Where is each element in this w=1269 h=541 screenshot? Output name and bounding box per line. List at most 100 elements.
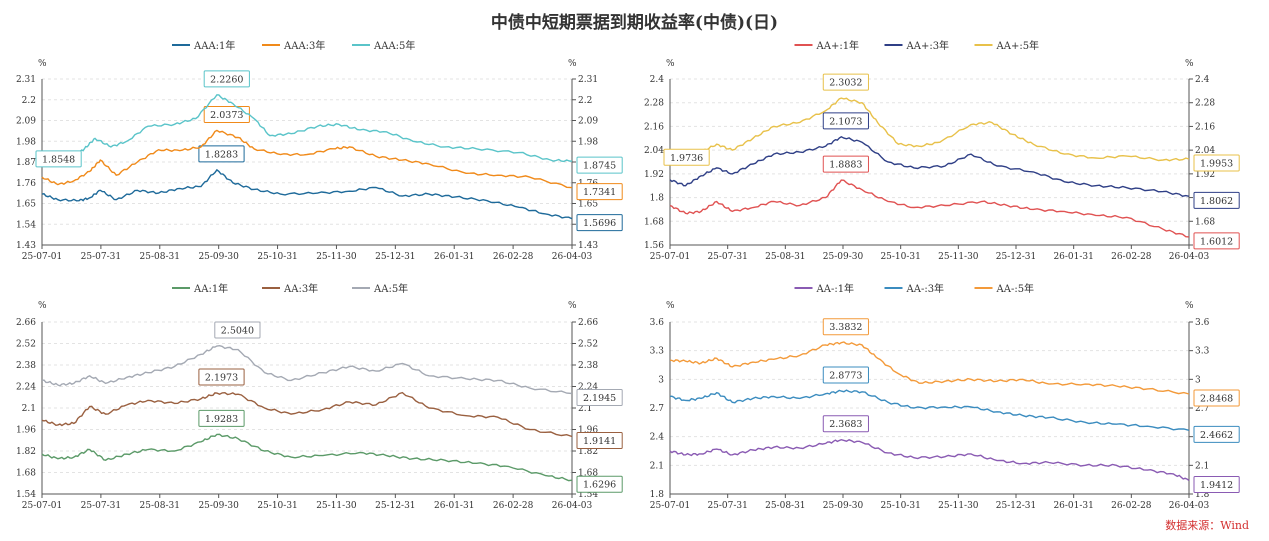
peak-label-box	[198, 145, 245, 163]
peak-label: 2.1973	[205, 373, 238, 384]
series-line	[669, 438, 1190, 482]
end-label: 1.5696	[583, 218, 616, 229]
end-label: 1.6012	[1200, 236, 1233, 247]
legend-label: AAA:3年	[283, 39, 325, 52]
peak-label: 1.9283	[205, 414, 238, 425]
y-tick-left: 2.4	[650, 75, 665, 85]
end-label: 1.8745	[583, 161, 616, 172]
x-tick-label: 25-12-31	[375, 252, 415, 262]
x-tick-label: 25-12-31	[996, 501, 1036, 511]
y-tick-left: 3.6	[650, 318, 665, 328]
peak-label: 3.3832	[829, 322, 862, 333]
x-tick-label: 26-01-31	[1053, 252, 1093, 262]
y-tick-left: 1.54	[16, 490, 36, 500]
y-tick-right: 1.54	[578, 490, 598, 500]
series-line	[41, 433, 573, 482]
legend-label: AA-:5年	[996, 282, 1035, 295]
y-tick-right: 2.1	[578, 404, 592, 414]
y-tick-right: 1.92	[1195, 170, 1215, 180]
panel-1: AAA:1年AAA:3年AAA:5年%%1.431.431.541.541.65…	[16, 39, 623, 262]
y-tick-left: 2.09	[16, 117, 36, 127]
x-tick-label: 25-07-01	[650, 252, 690, 262]
y-unit-right: %	[568, 301, 577, 311]
peak-label: 2.0373	[210, 110, 243, 121]
y-unit-left: %	[666, 59, 675, 69]
x-tick-label: 26-04-03	[1169, 252, 1210, 262]
y-tick-left: 1.8	[650, 490, 665, 500]
x-tick-label: 25-07-31	[81, 501, 121, 511]
panel-3: AA:1年 AA:3年 AA:5年% % 1.54 1.54 1.68 1.68 1.82 1.8…	[16, 282, 623, 511]
data-source: 数据来源：Wind	[1165, 519, 1249, 532]
start-label-box	[663, 148, 710, 166]
peak-label-box	[214, 321, 261, 339]
x-tick-label: 25-07-31	[707, 501, 747, 511]
y-tick-left: 2.4	[650, 433, 665, 443]
x-tick-label: 26-01-31	[1053, 501, 1093, 511]
y-unit-left: %	[666, 301, 675, 311]
peak-label-box	[198, 409, 245, 427]
end-label: 1.9412	[1200, 480, 1233, 491]
end-label-box	[576, 475, 623, 493]
y-tick-left: 2.04	[644, 146, 664, 156]
y-unit-left: %	[38, 59, 47, 69]
y-tick-right: 1.65	[578, 200, 598, 210]
y-unit-right: %	[1185, 59, 1194, 69]
y-tick-left: 1.54	[16, 220, 36, 230]
y-tick-right: 3	[1195, 375, 1201, 385]
x-tick-label: 26-02-28	[1111, 252, 1152, 262]
x-tick-label: 25-09-30	[198, 501, 239, 511]
y-tick-right: 2.16	[1195, 122, 1215, 132]
x-tick-label: 26-02-28	[493, 501, 534, 511]
y-tick-right: 1.98	[578, 137, 598, 147]
x-tick-label: 25-11-30	[316, 252, 357, 262]
y-tick-left: 3	[658, 375, 664, 385]
y-tick-right: 1.8	[1195, 490, 1210, 500]
x-tick-label: 25-10-31	[257, 501, 297, 511]
y-tick-left: 1.87	[16, 158, 36, 168]
x-tick-label: 25-08-31	[765, 252, 805, 262]
legend-label: AA+:3年	[906, 39, 950, 52]
legend-label: AAA:1年	[193, 39, 235, 52]
legend-label: AA:1年	[193, 282, 228, 295]
series-line	[669, 97, 1190, 165]
y-tick-right: 2.4	[1195, 75, 1210, 85]
y-tick-left: 2.24	[16, 383, 36, 393]
x-tick-label: 26-04-03	[1169, 501, 1210, 511]
x-tick-label: 26-04-03	[552, 501, 593, 511]
y-tick-right: 2.52	[578, 340, 598, 350]
x-tick-label: 25-11-30	[938, 501, 979, 511]
y-unit-right: %	[1185, 301, 1194, 311]
peak-label: 2.3683	[829, 419, 862, 430]
y-tick-left: 1.76	[16, 179, 36, 189]
legend-label: AA+:5年	[996, 39, 1040, 52]
end-label: 2.1945	[583, 393, 616, 404]
y-tick-left: 3.3	[650, 347, 665, 357]
y-tick-left: 1.92	[644, 170, 664, 180]
peak-label-box	[198, 368, 245, 386]
end-label: 1.9141	[583, 436, 616, 447]
legend-label: AA-:1年	[816, 282, 855, 295]
end-label-box	[1193, 154, 1240, 172]
series-line	[669, 341, 1190, 395]
end-label-box	[576, 183, 623, 201]
x-tick-label: 25-10-31	[880, 501, 920, 511]
y-tick-left: 2.52	[16, 340, 36, 350]
x-tick-label: 25-07-31	[707, 252, 747, 262]
x-tick-label: 25-09-30	[823, 501, 864, 511]
peak-label: 2.1073	[829, 116, 862, 127]
panel-4: AA-:1年AA-:3年AA-:5年%%1.81.82.12.12.42.42.…	[650, 282, 1240, 511]
start-label-box	[35, 150, 82, 168]
series-line	[41, 94, 573, 166]
series-line	[41, 168, 573, 220]
y-tick-right: 2.66	[578, 318, 598, 328]
peak-label-box	[822, 112, 869, 130]
y-tick-right: 1.96	[578, 426, 598, 436]
peak-label-box	[822, 366, 869, 384]
series-line	[669, 179, 1190, 238]
y-tick-right: 1.43	[578, 241, 598, 251]
x-tick-label: 25-08-31	[765, 501, 805, 511]
peak-label: 2.2260	[210, 74, 243, 85]
legend-label: AA+:1年	[816, 39, 860, 52]
